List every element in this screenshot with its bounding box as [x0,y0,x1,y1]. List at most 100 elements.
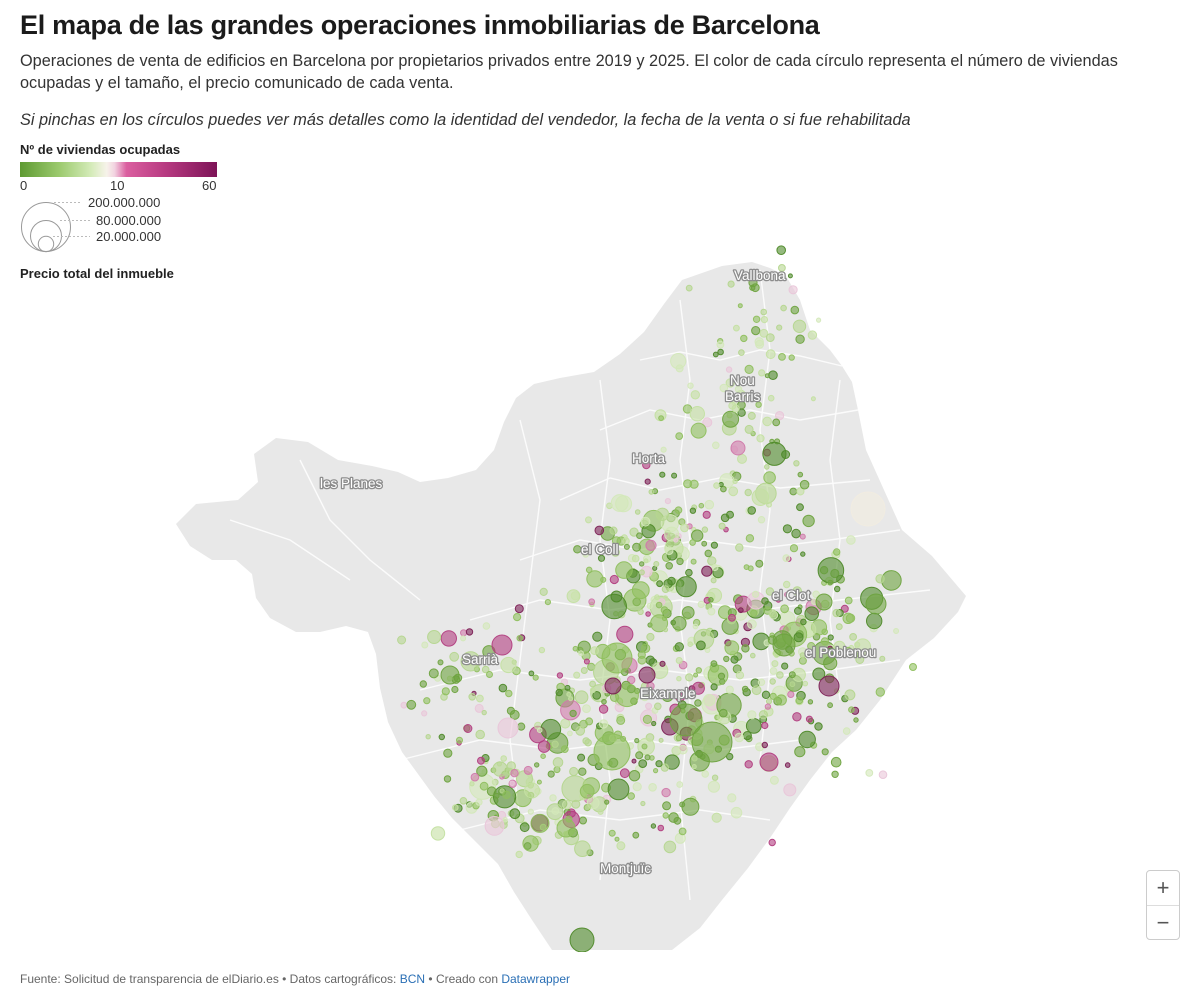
sale-bubble[interactable] [701,770,710,778]
sale-bubble[interactable] [792,712,802,722]
sale-bubble[interactable] [798,730,816,749]
sale-bubble[interactable] [853,717,859,723]
sale-bubble[interactable] [804,606,820,622]
sale-bubble[interactable] [537,740,551,753]
sale-bubble[interactable] [443,775,452,783]
sale-bubble[interactable] [698,502,705,509]
sale-bubble[interactable] [689,406,705,422]
sale-bubble[interactable] [486,786,497,797]
sale-bubble[interactable] [430,826,446,841]
sale-bubble[interactable] [536,727,543,734]
sale-bubble[interactable] [658,737,664,743]
sale-bubble[interactable] [832,608,841,618]
sale-bubble[interactable] [776,671,784,679]
sale-bubble[interactable] [788,671,796,679]
sale-bubble[interactable] [636,532,643,540]
sale-bubble[interactable] [758,710,769,720]
sale-bubble[interactable] [573,671,581,679]
sale-bubble[interactable] [608,829,616,837]
sale-bubble[interactable] [499,788,505,794]
sale-bubble[interactable] [481,665,490,674]
sale-bubble[interactable] [597,808,604,815]
sale-bubble[interactable] [766,501,772,508]
sale-bubble[interactable] [734,732,745,743]
sale-bubble[interactable] [502,817,508,823]
sale-bubble[interactable] [544,599,552,606]
sale-bubble-large[interactable] [569,927,595,952]
sale-bubble[interactable] [742,731,752,741]
sale-bubble[interactable] [675,576,697,598]
sale-bubble[interactable] [707,780,721,793]
sale-bubble[interactable] [814,722,823,731]
sale-bubble[interactable] [764,464,770,470]
sale-bubble[interactable] [757,678,766,686]
sale-bubble[interactable] [730,806,743,819]
sale-bubble[interactable] [737,303,743,309]
sale-bubble[interactable] [641,743,648,750]
sale-bubble[interactable] [564,684,571,691]
sale-bubble[interactable] [750,283,760,293]
sale-bubble[interactable] [657,824,665,832]
sale-bubble[interactable] [614,836,620,842]
sale-bubble[interactable] [516,635,523,642]
sale-bubble[interactable] [642,460,651,470]
sale-bubble[interactable] [640,800,646,807]
sale-bubble[interactable] [701,565,713,577]
sale-bubble[interactable] [397,635,407,645]
sale-bubble[interactable] [500,656,517,674]
sale-bubble[interactable] [609,574,619,585]
sale-bubble[interactable] [460,629,468,637]
sale-bubble[interactable] [782,524,793,534]
sale-bubble[interactable] [765,587,775,596]
sale-bubble[interactable] [789,544,799,553]
sale-bubble[interactable] [645,539,657,552]
sale-bubble[interactable] [580,667,588,674]
sale-bubble[interactable] [840,604,849,613]
sale-bubble[interactable] [664,526,680,542]
sale-bubble[interactable] [854,638,872,656]
sale-bubble[interactable] [661,689,674,702]
sale-bubble[interactable] [459,797,468,805]
sale-bubble[interactable] [689,507,697,514]
sale-bubble[interactable] [827,579,834,586]
sale-bubble[interactable] [498,683,508,693]
sale-bubble[interactable] [788,285,798,295]
sale-bubble[interactable] [514,604,524,614]
sale-bubble[interactable] [759,328,769,338]
sale-bubble[interactable] [592,631,603,642]
sale-bubble-large[interactable] [604,677,622,695]
sale-bubble[interactable] [572,645,579,652]
sale-bubble[interactable] [509,780,515,786]
sale-bubble[interactable] [772,418,781,427]
sale-bubble[interactable] [789,487,798,496]
sale-bubble[interactable] [691,755,698,762]
sale-bubble[interactable] [582,737,590,745]
sale-bubble[interactable] [748,273,754,280]
sale-bubble[interactable] [720,485,727,493]
sale-bubble[interactable] [676,557,684,566]
sale-bubble[interactable] [469,781,475,787]
sale-bubble[interactable] [479,781,489,791]
sale-bubble[interactable] [710,660,718,667]
sale-bubble[interactable] [549,794,557,802]
sale-bubble[interactable] [780,604,789,614]
sale-bubble[interactable] [712,441,720,450]
sale-bubble[interactable] [574,690,589,705]
sale-bubble[interactable] [560,718,571,729]
sale-bubble[interactable] [794,606,802,615]
sale-bubble[interactable] [452,804,459,811]
sale-bubble-large[interactable] [556,818,576,838]
sale-bubble[interactable] [643,558,649,564]
sale-bubble[interactable] [637,650,646,659]
sale-bubble[interactable] [678,827,687,836]
sale-bubble[interactable] [663,840,677,854]
sale-bubble[interactable] [437,659,444,666]
sale-bubble[interactable] [696,640,706,651]
sale-bubble[interactable] [751,685,762,696]
datawrapper-link[interactable]: Datawrapper [501,972,571,986]
sale-bubble[interactable] [727,793,737,803]
sale-bubble[interactable] [505,689,513,698]
sale-bubble[interactable] [711,774,719,781]
sale-bubble[interactable] [616,715,626,725]
sale-bubble[interactable] [578,650,584,657]
